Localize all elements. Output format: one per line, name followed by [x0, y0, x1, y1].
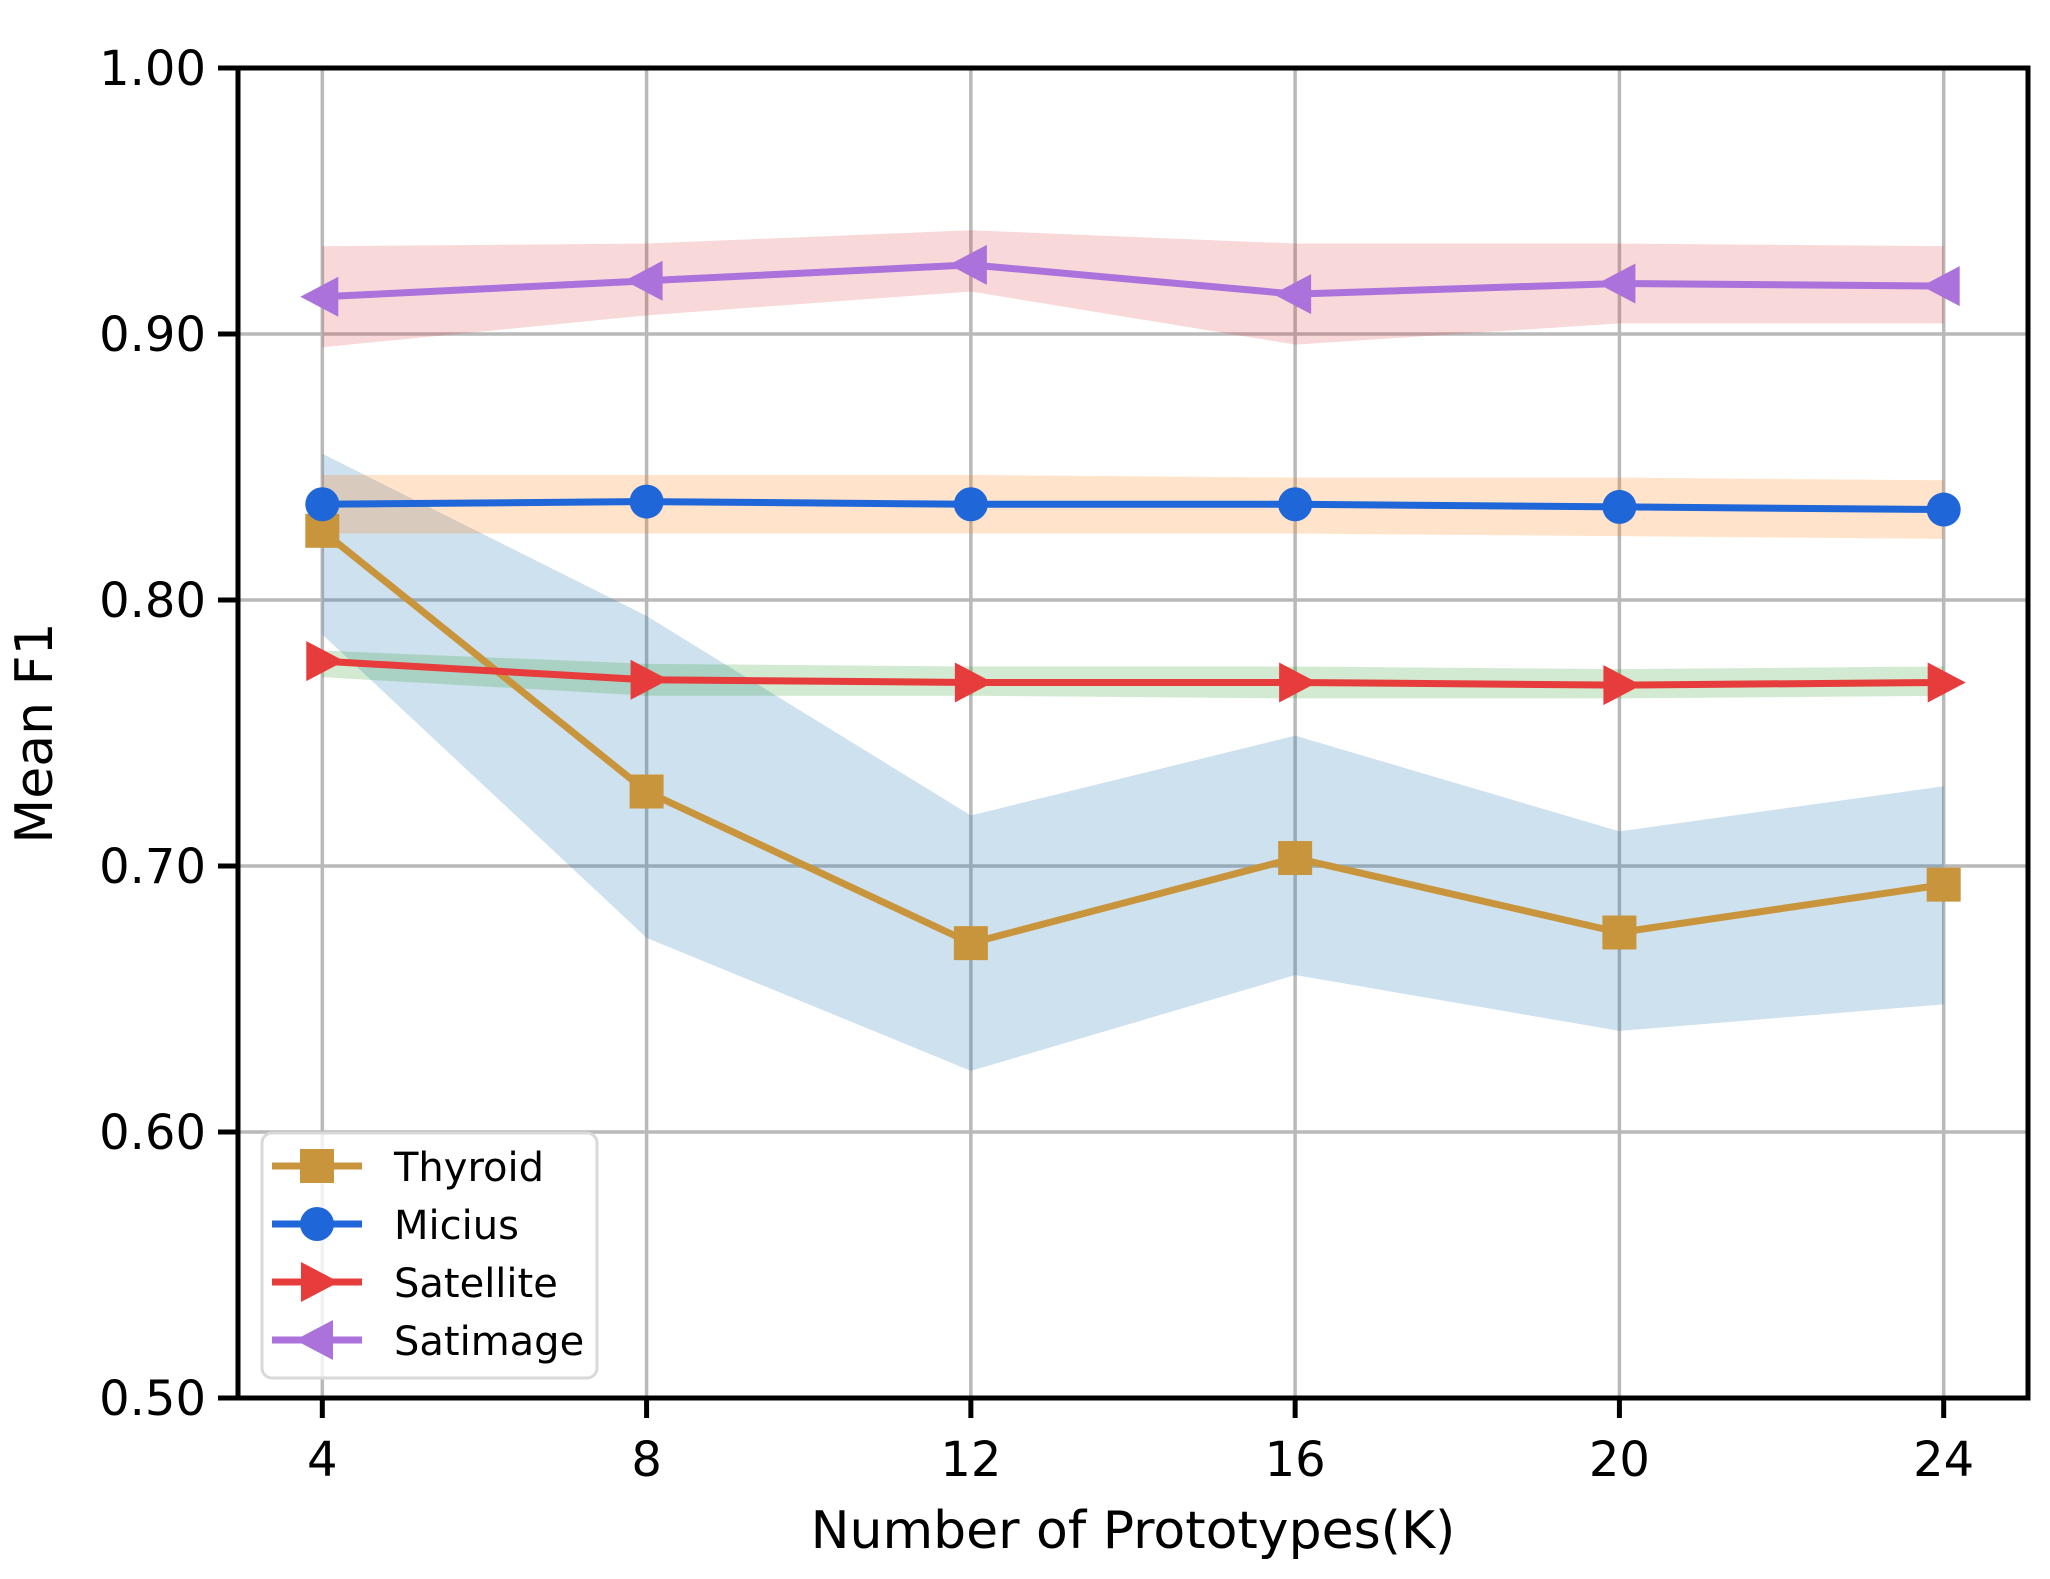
series-line-satellite — [318, 657, 1948, 689]
y-tick-label: 0.80 — [99, 573, 206, 629]
confidence-band-satimage — [322, 230, 1944, 348]
triangle-left-marker — [295, 1320, 333, 1360]
triangle-left-marker — [1921, 266, 1960, 307]
triangle-right-marker — [630, 659, 669, 700]
series-line-micius — [318, 498, 1948, 514]
triangle-right-marker — [1927, 662, 1966, 703]
legend-box — [260, 1131, 599, 1380]
triangle-left-marker — [1597, 263, 1636, 304]
y-tick-label: 0.60 — [99, 1105, 206, 1161]
triangle-right-marker — [954, 662, 993, 703]
x-axis-label: Number of Prototypes(K) — [811, 1501, 1456, 1561]
x-tick-label: 24 — [1913, 1432, 1974, 1488]
square-marker — [953, 926, 988, 961]
y-axis-label: Mean F1 — [5, 622, 65, 843]
legend-label: Satellite — [394, 1261, 558, 1307]
axes-layer: 4 8 12 16 20 24 0.50 0.60 0.70 0.80 0.90 1.00 — [99, 41, 2031, 1488]
square-marker — [1278, 841, 1313, 876]
series-line-thyroid — [318, 527, 1948, 947]
x-tick-label: 8 — [631, 1432, 662, 1488]
legend: Thyroid Micius Satellite Satimage — [260, 1131, 599, 1380]
triangle-right-marker — [301, 1262, 339, 1302]
square-marker — [300, 1149, 334, 1183]
triangle-right-marker — [306, 641, 345, 682]
plot-spines — [235, 65, 2031, 1401]
circle-marker — [953, 487, 988, 522]
series-satimage — [300, 244, 1960, 317]
circle-marker — [629, 484, 664, 519]
y-tick-label: 0.70 — [99, 839, 206, 895]
legend-item-micius: Micius — [272, 1203, 519, 1249]
series-line-satimage — [318, 261, 1948, 301]
x-tick-label: 20 — [1589, 1432, 1650, 1488]
triangle-left-marker — [624, 260, 663, 301]
legend-label: Micius — [394, 1203, 519, 1249]
circle-marker — [1278, 487, 1313, 522]
square-marker — [629, 774, 664, 809]
legend-label: Thyroid — [393, 1145, 544, 1191]
y-tick-label: 1.00 — [99, 41, 206, 97]
square-marker — [1602, 915, 1637, 950]
series-layer — [300, 244, 1966, 961]
y-tick-label: 0.50 — [99, 1371, 206, 1427]
triangle-left-marker — [1273, 274, 1312, 315]
circle-marker — [1926, 492, 1961, 527]
circle-marker — [305, 487, 340, 522]
legend-item-satellite: Satellite — [272, 1261, 558, 1307]
series-satellite — [306, 641, 1966, 706]
x-tick-label: 16 — [1265, 1432, 1326, 1488]
triangle-right-marker — [1279, 662, 1318, 703]
legend-item-satimage: Satimage — [272, 1319, 584, 1365]
triangle-left-marker — [948, 244, 987, 285]
legend-item-thyroid: Thyroid — [272, 1145, 544, 1191]
legend-label: Satimage — [394, 1319, 584, 1365]
triangle-left-marker — [300, 276, 339, 317]
square-marker — [1926, 867, 1961, 902]
y-tick-label: 0.90 — [99, 307, 206, 363]
triangle-right-marker — [1603, 665, 1642, 706]
circle-marker — [300, 1207, 334, 1241]
series-micius — [305, 484, 1961, 527]
circle-marker — [1602, 489, 1637, 524]
x-tick-label: 12 — [940, 1432, 1001, 1488]
x-tick-label: 4 — [307, 1432, 338, 1488]
